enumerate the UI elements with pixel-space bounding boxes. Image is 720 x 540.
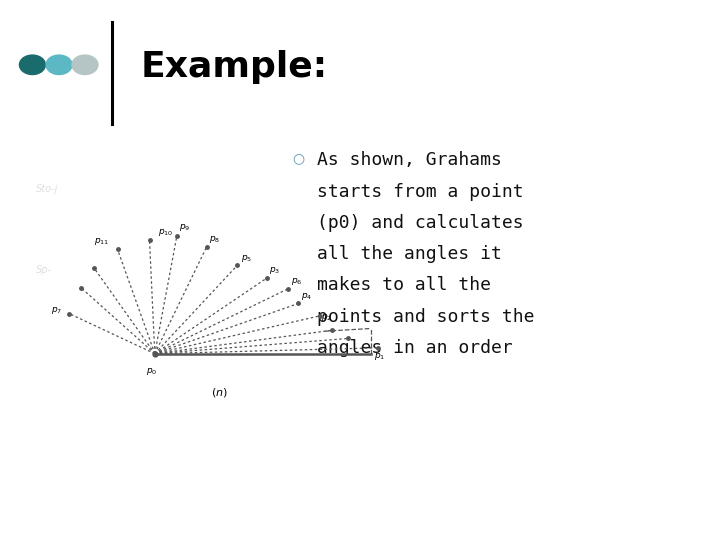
- Text: $p_4$: $p_4$: [300, 291, 312, 302]
- Circle shape: [46, 55, 72, 75]
- Text: $p_{11}$: $p_{11}$: [94, 235, 109, 247]
- Text: $p_9$: $p_9$: [179, 222, 190, 233]
- Text: $p_2$: $p_2$: [321, 312, 333, 323]
- Text: $p_3$: $p_3$: [269, 265, 281, 276]
- Text: $p_6$: $p_6$: [291, 276, 302, 287]
- Text: $p_5$: $p_5$: [241, 253, 252, 264]
- Text: $p_{7}$: $p_{7}$: [51, 306, 62, 316]
- Text: $p_{10}$: $p_{10}$: [158, 227, 174, 238]
- Text: starts from a point: starts from a point: [317, 183, 523, 200]
- Text: Sp-: Sp-: [36, 265, 52, 275]
- Text: $p_1$: $p_1$: [374, 351, 386, 362]
- Text: angles in an order: angles in an order: [317, 339, 513, 357]
- Text: As shown, Grahams: As shown, Grahams: [317, 151, 502, 169]
- Text: $(n)$: $(n)$: [211, 386, 228, 399]
- Text: points and sorts the: points and sorts the: [317, 308, 534, 326]
- Circle shape: [19, 55, 45, 75]
- Text: Example:: Example:: [140, 51, 328, 84]
- Text: makes to all the: makes to all the: [317, 276, 491, 294]
- Circle shape: [72, 55, 98, 75]
- Text: (p0) and calculates: (p0) and calculates: [317, 214, 523, 232]
- Text: ○: ○: [293, 151, 305, 165]
- Text: $p_0$: $p_0$: [145, 366, 157, 376]
- Text: Sto-j: Sto-j: [36, 184, 58, 194]
- Text: all the angles it: all the angles it: [317, 245, 502, 263]
- Text: $p_8$: $p_8$: [209, 234, 220, 245]
